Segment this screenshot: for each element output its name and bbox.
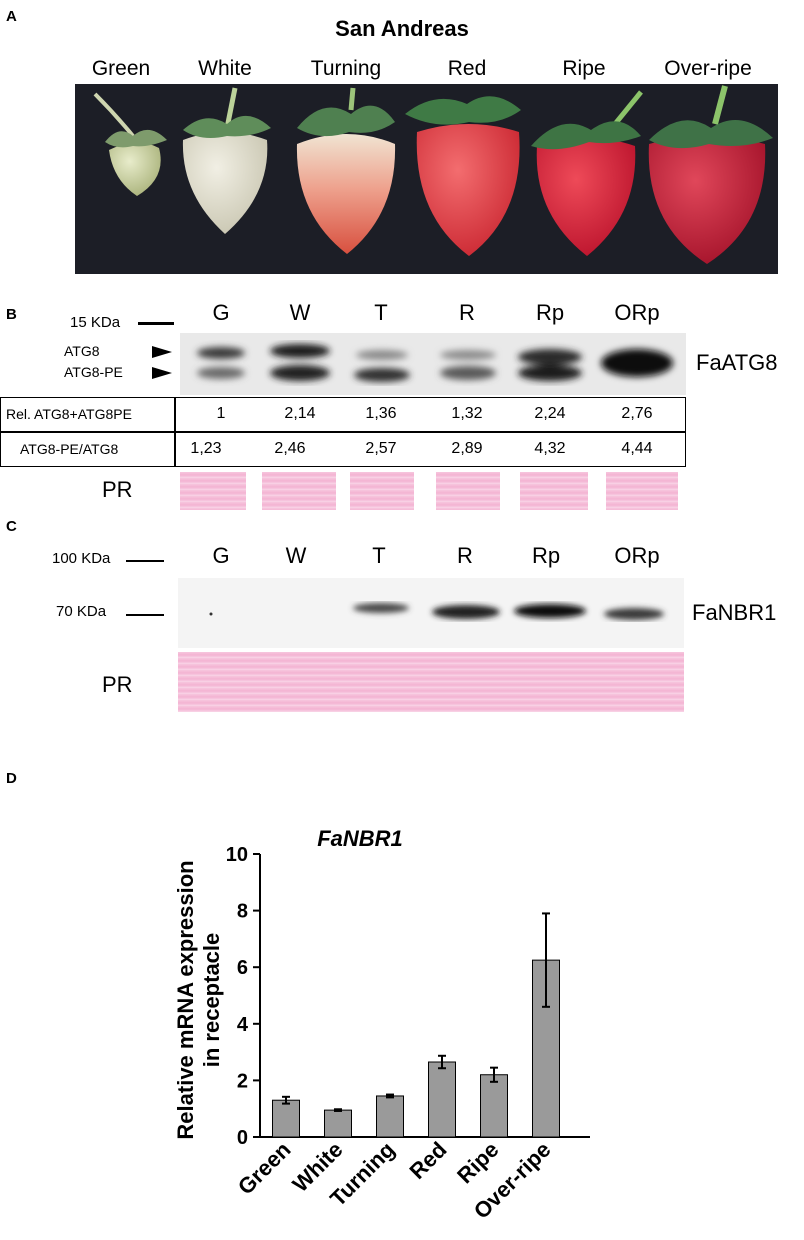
pr-label-b: PR <box>102 477 133 502</box>
panel-c-letter: C <box>6 518 17 535</box>
rel-atg8-g: 1 <box>216 405 226 422</box>
rel-atg8-t: 1,36 <box>365 405 397 422</box>
stage-label-turning: Turning <box>310 57 382 80</box>
bar-white <box>324 1109 352 1138</box>
faatg8-bands <box>197 344 673 382</box>
strawberry-ripening-stages-image <box>93 85 773 264</box>
panel-d-letter: D <box>6 770 17 787</box>
lane-label-rp: Rp <box>535 300 565 325</box>
lane-label-t: T <box>374 300 388 325</box>
stage-label-over-ripe: Over-ripe <box>664 57 752 80</box>
marker-70kda-label: 70 KDa <box>56 603 107 620</box>
ponceau-strip-c <box>178 652 684 712</box>
y-tick-label: 0 <box>237 1127 248 1149</box>
ponceau-strip-b-rp <box>520 472 588 510</box>
rel-atg8-rp: 2,24 <box>534 405 566 422</box>
rel-atg8-r: 1,32 <box>451 405 483 422</box>
pr-label-c: PR <box>102 672 133 697</box>
marker-100kda-label: 100 KDa <box>52 550 111 567</box>
y-tick-label: 8 <box>237 901 248 923</box>
ponceau-strip-b-g <box>180 472 246 510</box>
lane-label-r: R <box>459 300 475 325</box>
ponceau-strip-b-t <box>350 472 414 510</box>
y-tick-label: 2 <box>237 1070 248 1092</box>
ratio-w: 2,46 <box>274 440 306 457</box>
band-label-atg8-pe: ATG8-PE <box>64 364 123 380</box>
bar-ripe <box>480 1074 508 1138</box>
panel-b-letter: B <box>6 306 17 323</box>
fanbr1-bands <box>209 603 664 620</box>
marker-70kda-line <box>126 614 164 616</box>
y-tick-label: 6 <box>237 957 248 979</box>
y-axis-label-line-1: Relative mRNA expression <box>173 860 198 1139</box>
strawberry-photo <box>75 84 778 274</box>
arrowhead-atg8-icon <box>152 346 172 358</box>
y-tick-label: 4 <box>237 1014 249 1036</box>
y-tick-label: 10 <box>226 844 248 866</box>
western-blot-faatg8 <box>180 333 686 395</box>
western-blot-fanbr1 <box>178 578 684 648</box>
ratio-g: 1,23 <box>190 440 222 457</box>
lane-label-c-r: R <box>457 543 473 568</box>
protein-label-fanbr1: FaNBR1 <box>692 600 777 625</box>
band-label-atg8: ATG8 <box>64 343 100 359</box>
lane-label-c-w: W <box>285 543 307 568</box>
bar-green <box>272 1099 300 1138</box>
x-tick-label: Red <box>404 1137 451 1184</box>
lane-label-w: W <box>289 300 311 325</box>
lane-label-g: G <box>212 300 230 325</box>
lane-label-c-orp: ORp <box>614 543 660 568</box>
arrowhead-atg8-pe-icon <box>152 367 172 379</box>
lane-label-orp: ORp <box>614 300 660 325</box>
lane-label-c-rp: Rp <box>531 543 561 568</box>
panel-a-title: San Andreas <box>335 16 469 41</box>
stage-label-white: White <box>198 57 252 80</box>
quant-table-col-divider <box>174 397 176 467</box>
marker-100kda-line <box>126 560 164 562</box>
stage-label-red: Red <box>447 57 487 80</box>
ratio-rp: 4,32 <box>534 440 566 457</box>
ratio-r: 2,89 <box>451 440 483 457</box>
quant-table-divider <box>0 431 686 433</box>
rel-atg8-w: 2,14 <box>284 405 316 422</box>
ratio-orp: 4,44 <box>621 440 653 457</box>
ponceau-strip-b-w <box>262 472 336 510</box>
bar-red <box>428 1061 456 1138</box>
ratio-t: 2,57 <box>365 440 397 457</box>
panel-a-letter: A <box>6 8 17 25</box>
stage-label-ripe: Ripe <box>562 57 606 80</box>
protein-label-faatg8: FaATG8 <box>696 350 778 375</box>
row-label-atg8pe-ratio: ATG8-PE/ATG8 <box>20 441 119 457</box>
marker-15kda-label: 15 KDa <box>70 314 121 331</box>
marker-15kda-line <box>138 322 174 325</box>
y-axis-label-line-2: in receptacle <box>199 933 224 1068</box>
stage-label-green: Green <box>91 57 151 80</box>
ponceau-strip-b-orp <box>606 472 678 510</box>
rel-atg8-orp: 2,76 <box>621 405 653 422</box>
fanbr1-expression-chart: FaNBR1 Relative mRNA expression in recep… <box>173 826 590 1224</box>
chart-title: FaNBR1 <box>317 826 403 851</box>
bar-turning <box>376 1095 404 1138</box>
row-label-rel-atg8: Rel. ATG8+ATG8PE <box>6 406 132 422</box>
lane-label-c-g: G <box>212 543 230 568</box>
ponceau-strip-b-r <box>436 472 500 510</box>
lane-label-c-t: T <box>372 543 386 568</box>
